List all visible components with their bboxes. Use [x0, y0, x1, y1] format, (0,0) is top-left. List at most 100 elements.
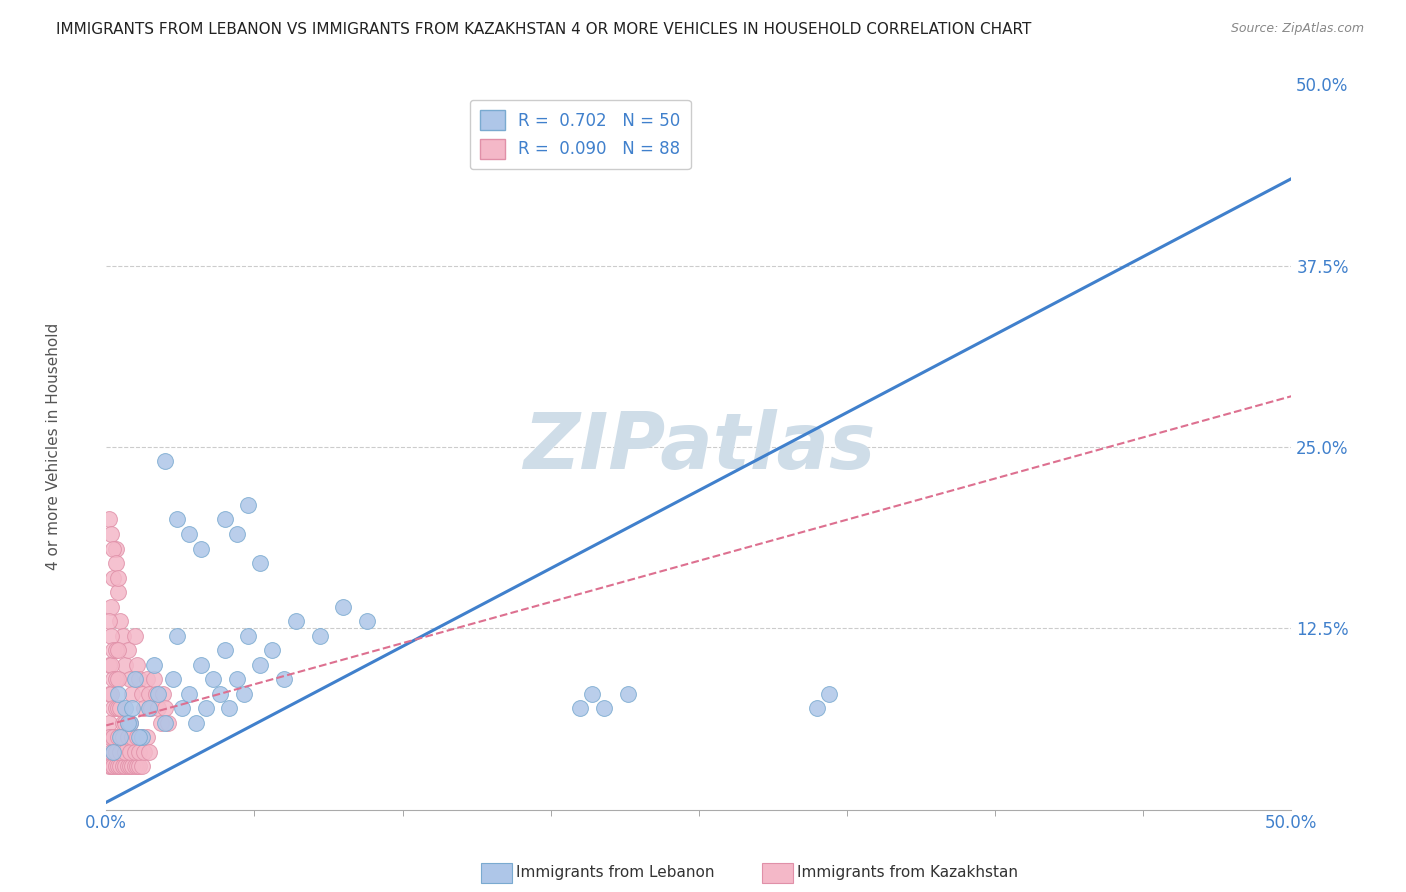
Text: ZIPatlas: ZIPatlas	[523, 409, 875, 485]
Point	[117, 715, 139, 730]
Point	[104, 701, 127, 715]
Point	[806, 701, 828, 715]
Point	[138, 745, 160, 759]
Point	[208, 686, 231, 700]
Point	[107, 585, 129, 599]
Point	[166, 628, 188, 642]
Point	[104, 541, 127, 556]
Point	[114, 745, 136, 759]
Point	[124, 672, 146, 686]
Text: Source: ZipAtlas.com: Source: ZipAtlas.com	[1230, 22, 1364, 36]
Point	[100, 745, 122, 759]
Point	[107, 759, 129, 773]
Point	[100, 628, 122, 642]
Point	[124, 745, 146, 759]
Point	[114, 715, 136, 730]
Point	[118, 759, 141, 773]
Point	[155, 715, 177, 730]
Point	[569, 701, 592, 715]
Point	[111, 759, 134, 773]
Text: Immigrants from Kazakhstan: Immigrants from Kazakhstan	[797, 865, 1018, 880]
Point	[142, 672, 165, 686]
Point	[104, 672, 127, 686]
Point	[103, 541, 125, 556]
Point	[118, 672, 141, 686]
Point	[125, 759, 148, 773]
Point	[110, 745, 132, 759]
Point	[131, 759, 153, 773]
Point	[114, 701, 136, 715]
Point	[118, 715, 141, 730]
Point	[97, 730, 120, 744]
Point	[148, 701, 170, 715]
Point	[103, 672, 125, 686]
Point	[262, 643, 284, 657]
Point	[128, 730, 150, 744]
Point	[110, 759, 132, 773]
Point	[104, 759, 127, 773]
Point	[128, 759, 150, 773]
Point	[218, 701, 240, 715]
Point	[100, 599, 122, 614]
Point	[128, 672, 150, 686]
Point	[152, 686, 174, 700]
Point	[97, 614, 120, 628]
Point	[125, 730, 148, 744]
Point	[117, 730, 139, 744]
Point	[124, 628, 146, 642]
Point	[114, 759, 136, 773]
Point	[117, 745, 139, 759]
Point	[128, 745, 150, 759]
Point	[190, 541, 212, 556]
Point	[232, 686, 254, 700]
Point	[142, 657, 165, 672]
Point	[141, 701, 163, 715]
Point	[155, 701, 177, 715]
Point	[100, 657, 122, 672]
Point	[131, 730, 153, 744]
Point	[156, 715, 179, 730]
Point	[190, 657, 212, 672]
Point	[134, 745, 156, 759]
Text: IMMIGRANTS FROM LEBANON VS IMMIGRANTS FROM KAZAKHSTAN 4 OR MORE VEHICLES IN HOUS: IMMIGRANTS FROM LEBANON VS IMMIGRANTS FR…	[56, 22, 1032, 37]
Point	[97, 686, 120, 700]
Point	[103, 745, 125, 759]
Point	[104, 556, 127, 570]
Point	[103, 745, 125, 759]
Point	[111, 730, 134, 744]
Point	[225, 672, 247, 686]
Point	[249, 556, 271, 570]
Point	[166, 512, 188, 526]
Point	[107, 643, 129, 657]
Point	[616, 686, 638, 700]
Point	[117, 759, 139, 773]
Point	[162, 672, 184, 686]
Point	[100, 730, 122, 744]
Point	[97, 657, 120, 672]
Point	[110, 701, 132, 715]
Point	[148, 686, 170, 700]
Point	[118, 745, 141, 759]
Point	[214, 643, 236, 657]
Point	[131, 730, 153, 744]
Text: 4 or more Vehicles in Household: 4 or more Vehicles in Household	[46, 322, 60, 570]
Point	[107, 672, 129, 686]
Point	[104, 730, 127, 744]
Point	[103, 701, 125, 715]
Point	[100, 527, 122, 541]
Point	[121, 686, 143, 700]
Point	[107, 686, 129, 700]
Point	[149, 715, 172, 730]
Point	[111, 745, 134, 759]
Point	[107, 570, 129, 584]
Point	[225, 527, 247, 541]
Point	[308, 628, 330, 642]
Point	[118, 715, 141, 730]
Point	[356, 614, 378, 628]
Point	[172, 701, 194, 715]
Point	[273, 672, 295, 686]
Point	[135, 672, 157, 686]
Point	[179, 527, 201, 541]
Point	[110, 730, 132, 744]
Point	[103, 759, 125, 773]
